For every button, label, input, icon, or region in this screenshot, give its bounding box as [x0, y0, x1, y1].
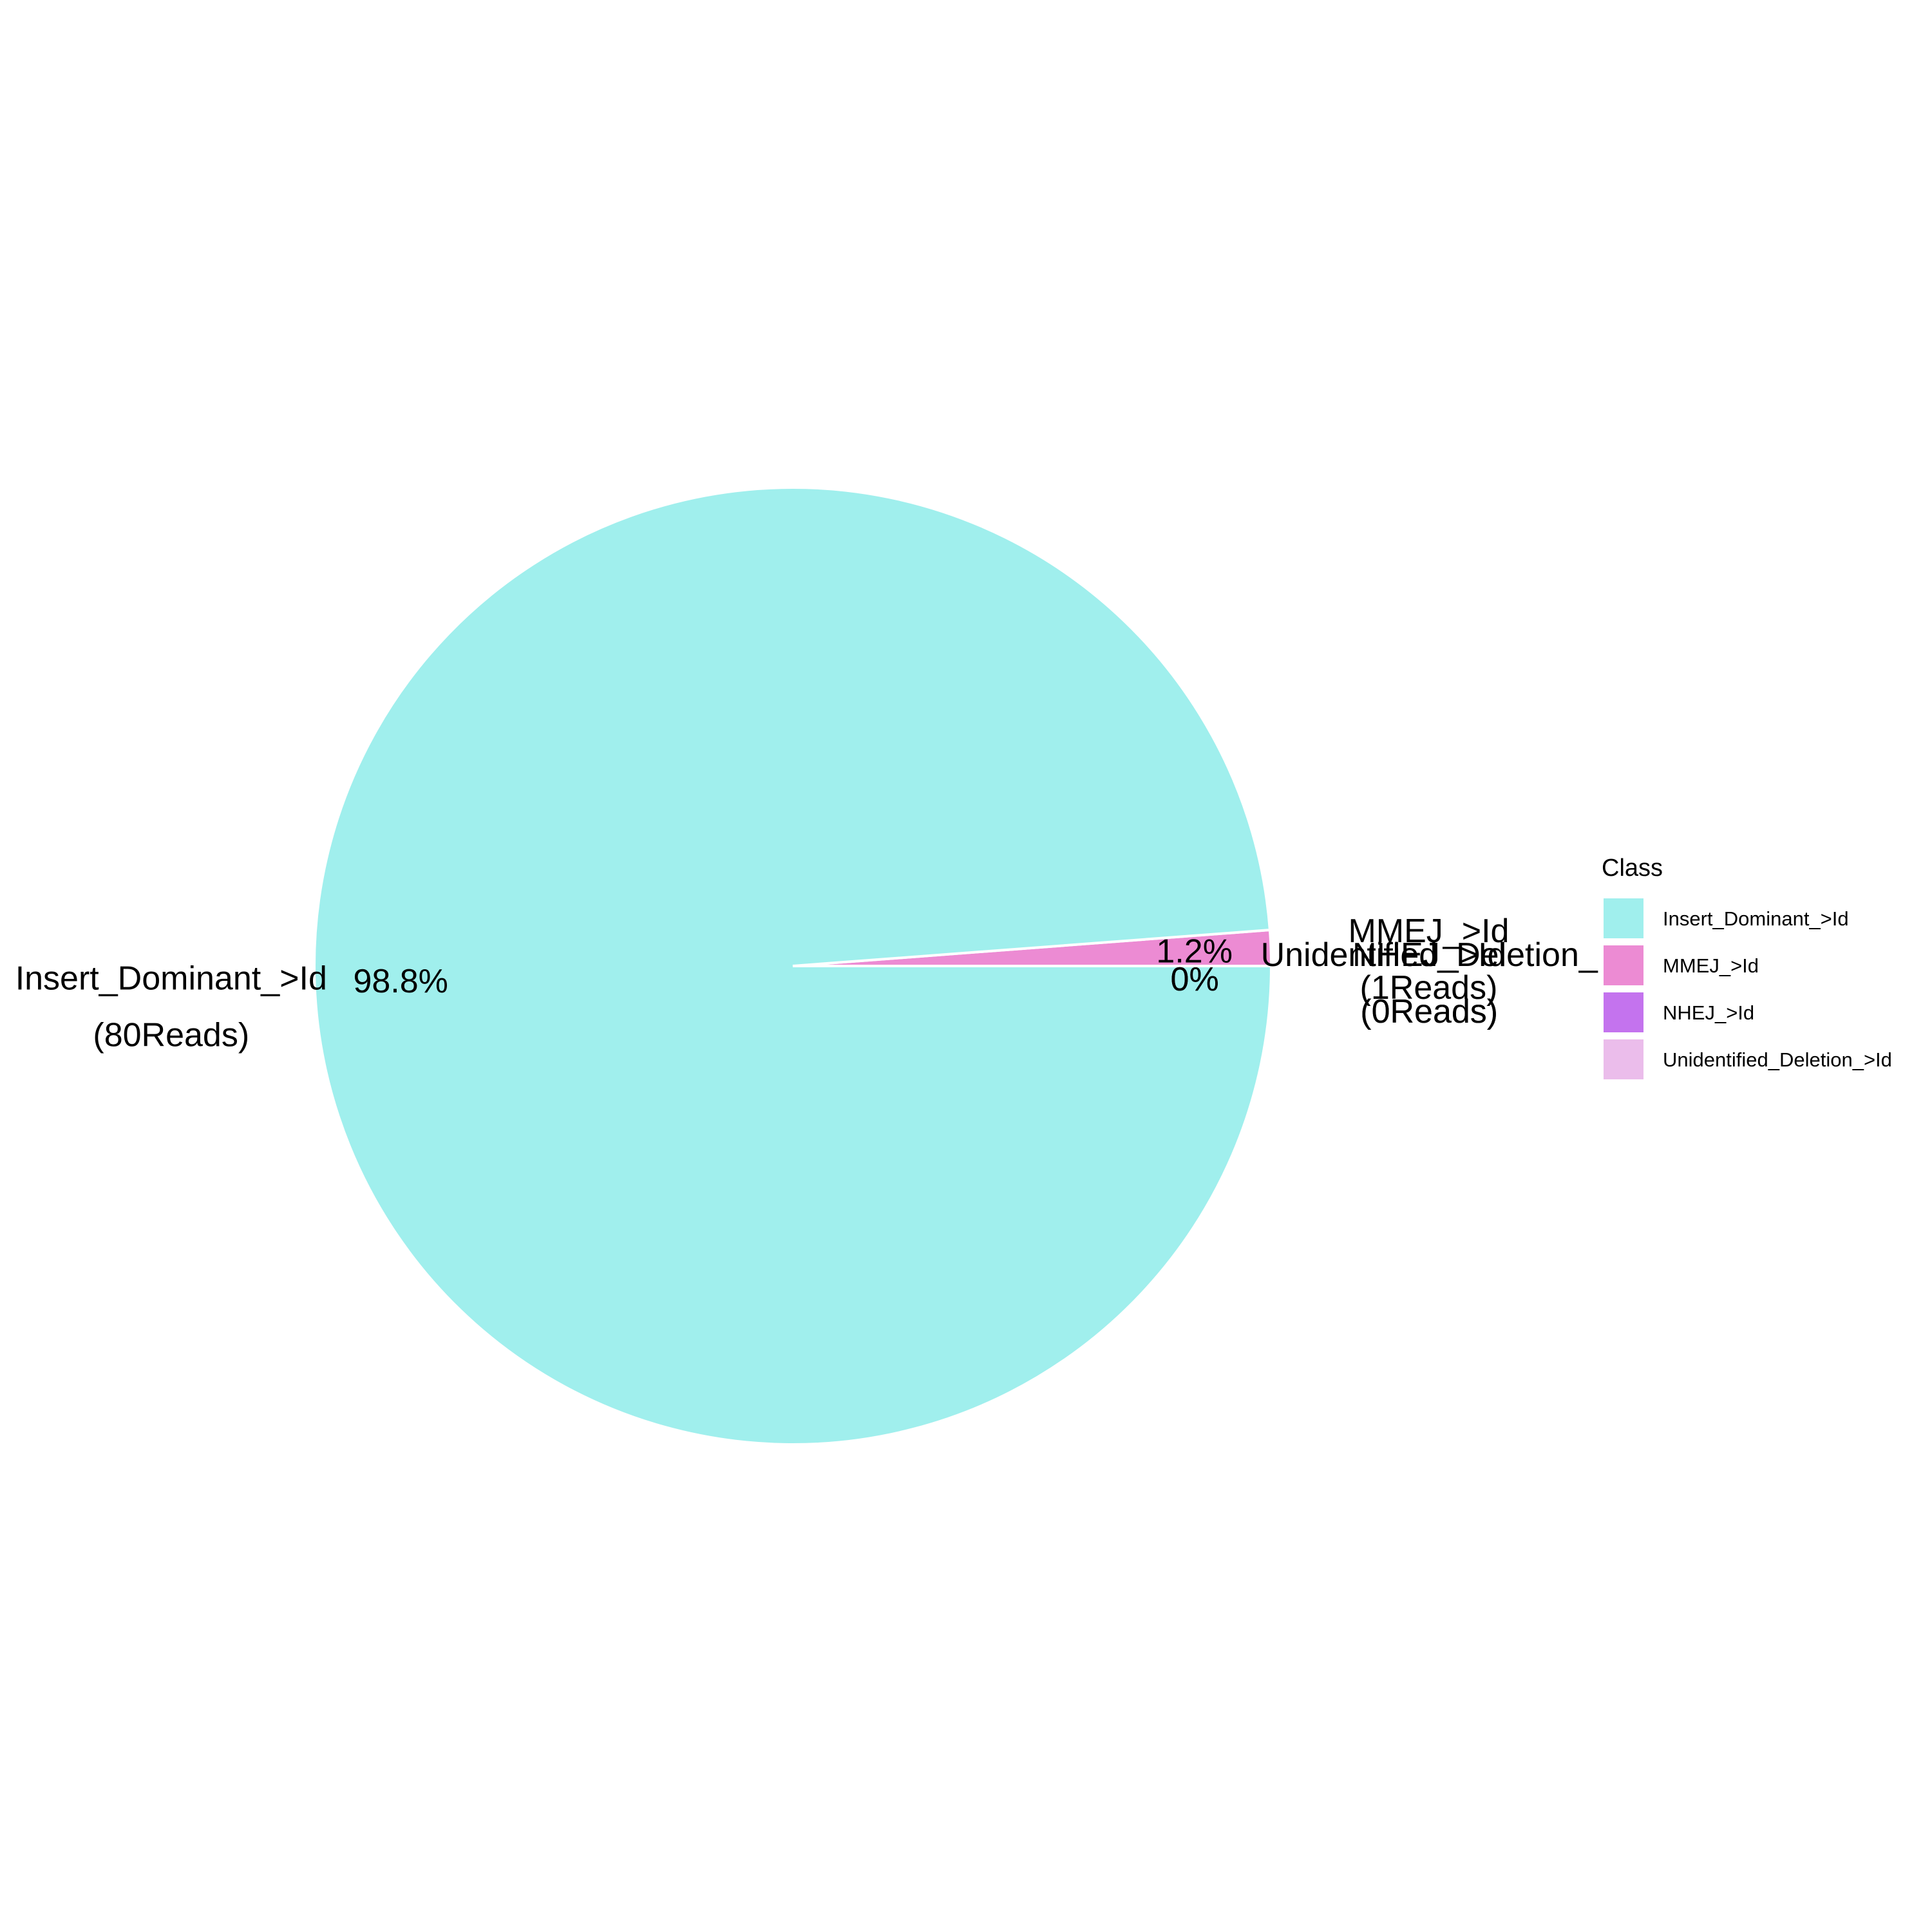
legend-label-insert-dominant-id: Insert_Dominant_>Id [1663, 907, 1849, 930]
slice-reads-mmej-id: (1Reads) [1360, 969, 1498, 1007]
legend-key-nhej-id [1604, 992, 1643, 1032]
slice-label-insert-dominant-id: Insert_Dominant_>Id [15, 960, 327, 997]
pie-slice-insert-dominant-id [313, 486, 1273, 1446]
percent-label-insert-dominant-id: 98.8% [353, 963, 448, 1000]
slice-reads-unidentified-deletion-id: (0Reads) [1360, 993, 1498, 1030]
slice-reads-insert-dominant-id: (80Reads) [93, 1016, 249, 1054]
pie-slices [313, 486, 1273, 1446]
legend-label-mmej-id: MMEJ_>Id [1663, 954, 1759, 977]
slice-label-nhej-id: NHEJ_>Id [1352, 936, 1506, 974]
slice-label-mmej-id: MMEJ_>Id [1348, 913, 1509, 950]
legend-title: Class [1602, 855, 1663, 882]
legend-key-unidentified-deletion-id [1604, 1039, 1643, 1079]
legend-items: Insert_Dominant_>Id MMEJ_>Id NHEJ_>Id Unide… [1604, 898, 1892, 1079]
legend-label-unidentified-deletion-id: Unidentified_Deletion_>Id [1663, 1048, 1892, 1071]
legend-key-mmej-id [1604, 945, 1643, 985]
percent-label-mmej-id: 1.2% [1156, 933, 1233, 970]
legend: Class Insert_Dominant_>Id MMEJ_>Id NHEJ_>I… [1602, 855, 1892, 1079]
slice-reads-nhej-id: (0Reads) [1360, 993, 1498, 1030]
percent-label-unidentified-deletion-id: 0% [1171, 961, 1219, 998]
percent-labels: 98.8%1.2%0%0% [353, 933, 1232, 999]
percent-label-nhej-id: 0% [1171, 961, 1219, 998]
legend-key-insert-dominant-id [1604, 898, 1643, 938]
legend-label-nhej-id: NHEJ_>Id [1663, 1001, 1754, 1024]
slice-label-unidentified-deletion-id: Unidentified_Deletion_ [1261, 936, 1598, 974]
slice-labels: Insert_Dominant_>Id (80Reads) MMEJ_>Id (1Re… [15, 913, 1598, 1054]
